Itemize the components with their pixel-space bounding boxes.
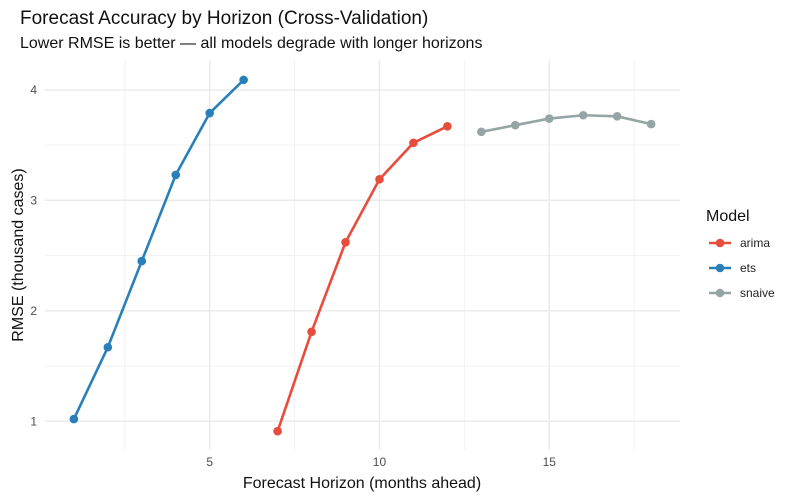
legend-key-point bbox=[715, 238, 725, 248]
data-point-snaive bbox=[477, 127, 486, 137]
data-point-arima bbox=[375, 175, 384, 184]
data-point-snaive bbox=[544, 114, 554, 123]
x-tick-label: 5 bbox=[206, 455, 213, 469]
data-point-ets bbox=[205, 108, 214, 118]
chart-subtitle: Lower RMSE is better — all models degrad… bbox=[20, 35, 483, 52]
tick-labels: 5 10 15 1 2 3 4 bbox=[30, 83, 556, 469]
legend-title: Model bbox=[706, 208, 750, 225]
x-axis-label: Forecast Horizon (months ahead) bbox=[243, 475, 481, 492]
data-point-ets bbox=[69, 414, 79, 424]
data-point-arima bbox=[307, 327, 316, 337]
y-tick-label: 3 bbox=[30, 193, 37, 207]
data-point-snaive bbox=[578, 110, 588, 120]
legend-label: arima bbox=[740, 236, 770, 250]
y-axis-label: RMSE (thousand cases) bbox=[10, 168, 27, 341]
legend-item-arima: arima bbox=[709, 236, 770, 250]
legend-item-ets: ets bbox=[709, 261, 756, 275]
y-tick-label: 1 bbox=[30, 414, 37, 428]
legend-label: ets bbox=[740, 261, 756, 275]
data-point-snaive bbox=[646, 119, 656, 129]
y-tick-label: 2 bbox=[30, 304, 37, 318]
data-point-arima bbox=[273, 426, 282, 436]
data-point-ets bbox=[171, 170, 181, 180]
legend-key-point bbox=[715, 288, 725, 298]
x-tick-label: 15 bbox=[543, 455, 557, 469]
series-ets bbox=[69, 75, 248, 424]
x-tick-label: 10 bbox=[373, 455, 387, 469]
legend-key-point bbox=[715, 263, 725, 273]
series-arima bbox=[273, 121, 452, 436]
legend-label: snaive bbox=[740, 286, 775, 300]
data-point-ets bbox=[239, 75, 248, 85]
data-point-arima bbox=[409, 138, 418, 148]
data-point-ets bbox=[103, 342, 113, 352]
data-point-ets bbox=[137, 256, 147, 266]
series-line-snaive bbox=[481, 113, 652, 134]
y-tick-label: 4 bbox=[30, 83, 37, 97]
data-point-snaive bbox=[511, 120, 520, 130]
chart-title: Forecast Accuracy by Horizon (Cross-Vali… bbox=[20, 8, 429, 29]
series-line-arima bbox=[276, 125, 448, 432]
series-line-ets bbox=[72, 78, 245, 420]
data-point-snaive bbox=[612, 112, 622, 121]
series-group bbox=[69, 75, 656, 436]
legend: Model arima ets snaive bbox=[706, 208, 775, 300]
series-snaive bbox=[477, 110, 656, 137]
legend-item-snaive: snaive bbox=[709, 286, 775, 300]
data-point-arima bbox=[443, 121, 452, 131]
data-point-arima bbox=[341, 237, 350, 247]
